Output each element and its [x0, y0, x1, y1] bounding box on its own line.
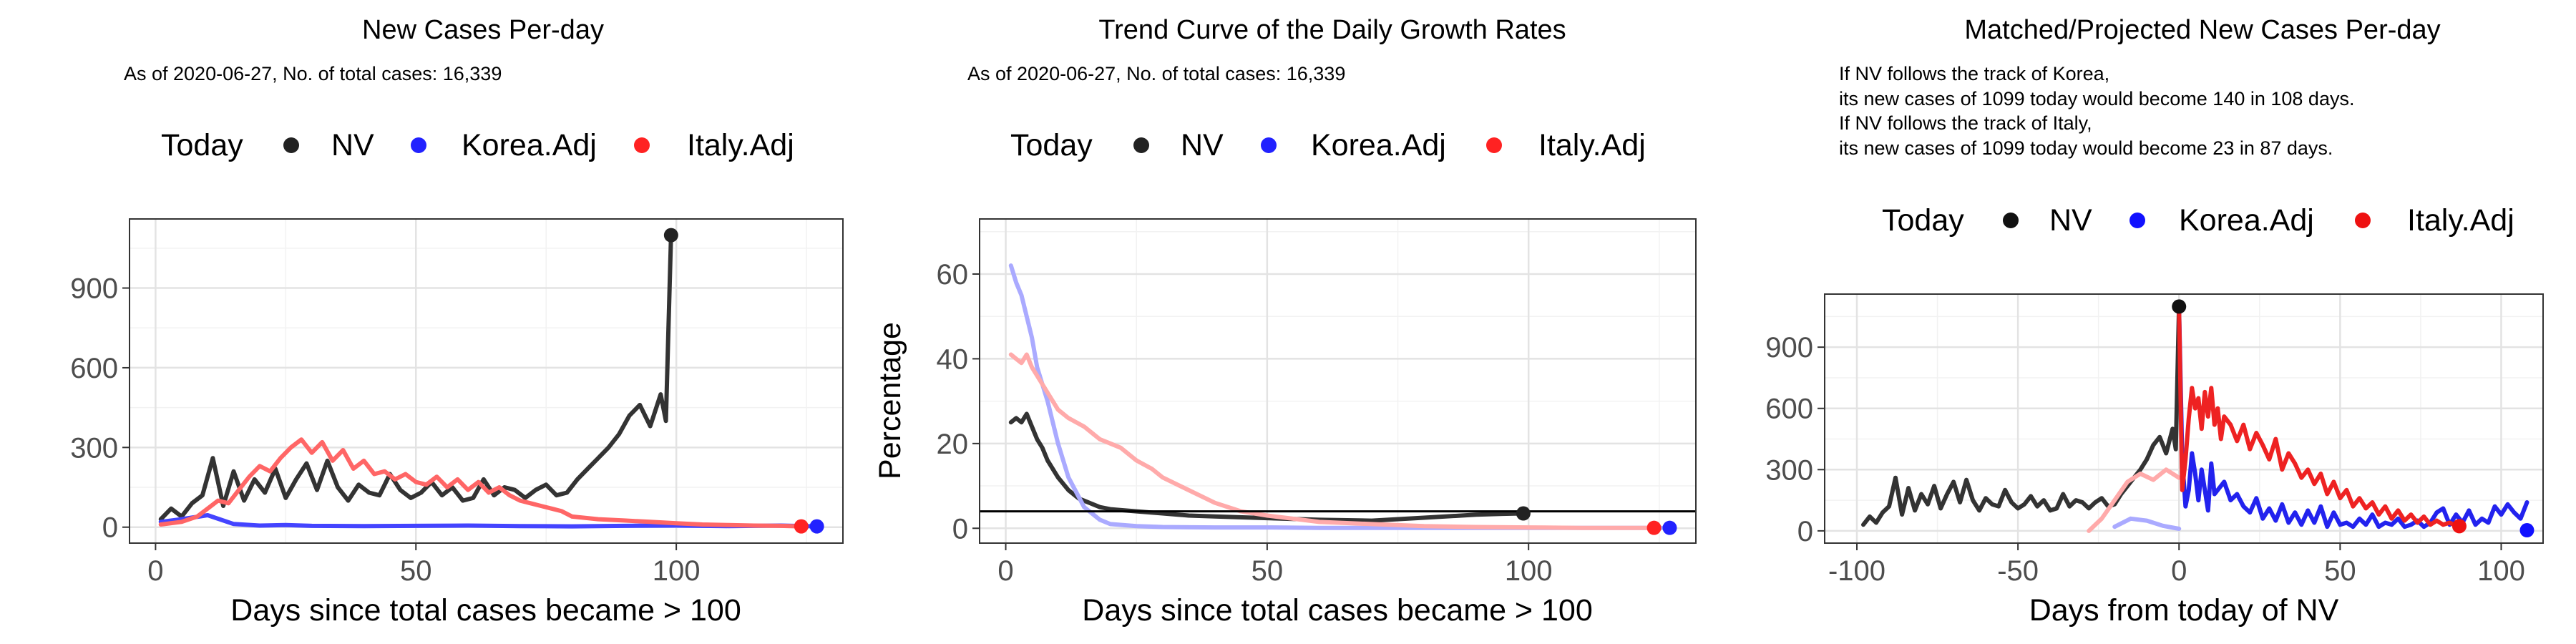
- chart-3-legend-label-korea: Korea.Adj: [2179, 203, 2314, 238]
- chart-2-y-tick-label: 0: [952, 513, 968, 545]
- chart-panel-1: New Cases Per-day As of 2020-06-27, No. …: [70, 15, 844, 628]
- chart-1-x-axis-title: Days since total cases became > 100: [230, 593, 741, 628]
- chart-2-legend-label-korea: Korea.Adj: [1311, 128, 1446, 162]
- chart-3-today-points: [2172, 299, 2534, 538]
- chart-3-panel-border: [1824, 293, 2544, 544]
- chart-2-legend-key-nv: [1133, 137, 1149, 153]
- chart-2-legend: Today NV Korea.Adj Italy.Adj: [1010, 128, 1646, 162]
- chart-1-series: [158, 233, 819, 529]
- chart-3-today-point-italy-adj: [2451, 519, 2467, 534]
- chart-1-y-tick-label: 600: [70, 353, 118, 384]
- chart-3-x-tick-label: -100: [1828, 555, 1885, 587]
- chart-1-panel-border: [129, 218, 844, 544]
- chart-1-legend-label-korea: Korea.Adj: [462, 128, 597, 162]
- chart-3-subtitle-line-3: If NV follows the track of Italy,: [1839, 112, 2092, 134]
- chart-2-plot-area: [979, 218, 1697, 544]
- chart-3-title: Matched/Projected New Cases Per-day: [1964, 15, 2440, 45]
- chart-2-y-tick-label: 20: [937, 429, 969, 460]
- chart-3-subtitle-line-2: its new cases of 1099 today would become…: [1839, 88, 2354, 109]
- chart-3-legend-key-italy: [2355, 213, 2371, 228]
- chart-3-x-tick-label: 100: [2477, 555, 2525, 587]
- chart-3-x-axis-title: Days from today of NV: [2029, 593, 2339, 628]
- chart-1-title: New Cases Per-day: [362, 15, 604, 45]
- chart-1-subtitle: As of 2020-06-27, No. of total cases: 16…: [124, 63, 502, 84]
- chart-2-x-tick-label: 50: [1252, 555, 1284, 587]
- chart-2-series-line-italy-adj: [1008, 352, 1657, 530]
- chart-panel-3: Matched/Projected New Cases Per-day If N…: [1765, 15, 2544, 628]
- chart-2-y-tick-label: 40: [937, 343, 969, 375]
- chart-2-legend-key-korea: [1261, 137, 1277, 153]
- chart-1-today-point-korea-adj: [809, 519, 824, 534]
- chart-1-plot-area: [129, 218, 844, 544]
- chart-1-x-tick-label: 0: [147, 555, 163, 587]
- chart-2-legend-label-nv: NV: [1181, 128, 1224, 162]
- chart-2-series: [980, 263, 1696, 530]
- chart-3-legend-label-nv: NV: [2049, 203, 2092, 238]
- chart-2-axes: 0 50 100 0 20 40 60: [937, 259, 1553, 587]
- chart-2-x-tick-label: 0: [997, 555, 1013, 587]
- chart-1-legend: Today NV Korea.Adj Italy.Adj: [161, 128, 794, 162]
- chart-1-legend-title: Today: [161, 128, 243, 162]
- chart-2-today-point-korea-adj: [1662, 520, 1677, 535]
- chart-2-gridlines: [980, 219, 1696, 543]
- chart-1-series-line-italy-adj: [158, 437, 804, 529]
- chart-1-legend-key-nv: [283, 137, 299, 153]
- chart-1-today-point-nv: [663, 228, 678, 243]
- chart-2-series-line-korea-adj: [1008, 263, 1672, 530]
- chart-2-legend-label-italy: Italy.Adj: [1538, 128, 1646, 162]
- chart-1-legend-key-italy: [634, 137, 650, 153]
- chart-3-series-line-italy-adj: [2177, 304, 2462, 529]
- chart-2-series-line-nv: [1008, 411, 1526, 523]
- chart-3-y-tick-label: 900: [1765, 332, 1813, 364]
- chart-3-x-tick-label: 50: [2324, 555, 2356, 587]
- chart-1-legend-label-nv: NV: [331, 128, 374, 162]
- chart-1-axes: 0 50 100 0 300 600 900: [70, 273, 700, 587]
- chart-2-x-tick-label: 100: [1505, 555, 1553, 587]
- chart-3-today-point-korea-adj: [2519, 523, 2534, 538]
- chart-3-plot-area: [1824, 293, 2544, 544]
- chart-3-x-tick-label: -50: [1997, 555, 2039, 587]
- chart-3-series-line-korea-adj-matched: [2112, 516, 2182, 531]
- chart-panel-2: Trend Curve of the Daily Growth Rates As…: [873, 15, 1697, 628]
- chart-3-y-tick-label: 300: [1765, 454, 1813, 486]
- chart-2-legend-key-italy: [1486, 137, 1502, 153]
- chart-2-legend-title: Today: [1010, 128, 1093, 162]
- chart-3-series-line-italy-adj-matched: [2087, 467, 2182, 533]
- chart-3-x-tick-label: 0: [2171, 555, 2187, 587]
- chart-3-legend: Today NV Korea.Adj Italy.Adj: [1882, 203, 2514, 238]
- chart-2-today-points: [1516, 506, 1677, 535]
- chart-1-today-points: [663, 228, 824, 534]
- chart-2-y-axis-title: Percentage: [873, 322, 907, 479]
- chart-1-series-line-nv: [158, 233, 673, 522]
- chart-3-axes: -100 -50 0 50 100 0 300 600 900: [1765, 332, 2525, 587]
- chart-3-legend-key-korea: [2129, 213, 2145, 228]
- chart-3-today-point-nv: [2172, 299, 2187, 314]
- chart-2-y-tick-label: 60: [937, 259, 969, 291]
- chart-2-panel-background: [980, 219, 1696, 543]
- chart-1-y-tick-label: 900: [70, 273, 118, 305]
- chart-3-legend-label-italy: Italy.Adj: [2407, 203, 2514, 238]
- chart-2-panel-border: [979, 218, 1697, 544]
- chart-3-subtitle-line-1: If NV follows the track of Korea,: [1839, 63, 2109, 84]
- chart-2-x-axis-title: Days since total cases became > 100: [1082, 593, 1592, 628]
- chart-3-legend-title: Today: [1882, 203, 1964, 238]
- chart-3-legend-key-nv: [2003, 213, 2019, 228]
- chart-1-y-tick-label: 0: [102, 512, 118, 544]
- chart-3-subtitle-line-4: its new cases of 1099 today would become…: [1839, 137, 2333, 159]
- chart-2-today-point-italy-adj: [1646, 520, 1662, 535]
- chart-1-x-tick-label: 50: [400, 555, 432, 587]
- chart-3-y-tick-label: 600: [1765, 394, 1813, 425]
- chart-1-legend-label-italy: Italy.Adj: [687, 128, 794, 162]
- chart-1-legend-key-korea: [411, 137, 426, 153]
- chart-2-title: Trend Curve of the Daily Growth Rates: [1098, 15, 1566, 45]
- chart-1-today-point-italy-adj: [794, 519, 809, 534]
- chart-2-subtitle: As of 2020-06-27, No. of total cases: 16…: [967, 63, 1345, 84]
- chart-1-x-tick-label: 100: [653, 555, 701, 587]
- chart-1-y-tick-label: 300: [70, 432, 118, 464]
- chart-2-today-point-nv: [1516, 506, 1531, 521]
- chart-3-y-tick-label: 0: [1797, 516, 1813, 547]
